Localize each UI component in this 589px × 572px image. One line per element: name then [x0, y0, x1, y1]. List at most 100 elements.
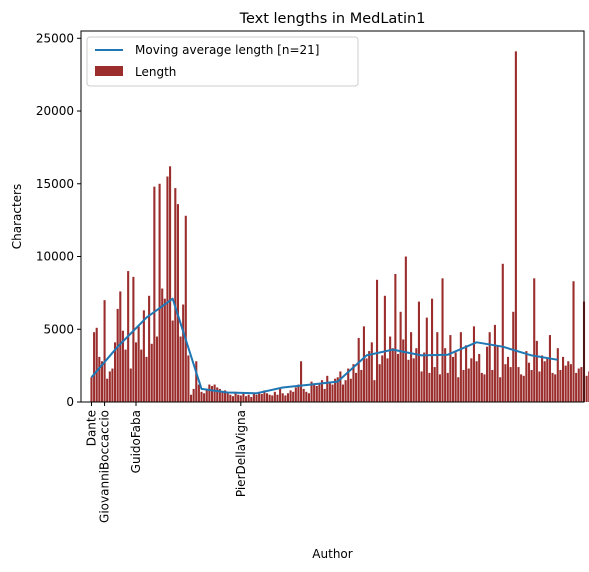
- bar: [326, 376, 328, 402]
- bar: [544, 361, 546, 402]
- y-tick-label: 0: [66, 395, 74, 409]
- bar: [507, 357, 509, 402]
- bar: [169, 166, 171, 402]
- bar: [525, 351, 527, 402]
- bar: [355, 373, 357, 402]
- bar: [402, 339, 404, 402]
- bar: [517, 367, 519, 402]
- bar: [449, 335, 451, 402]
- bar: [554, 374, 556, 402]
- bar: [151, 344, 153, 402]
- bar: [570, 364, 572, 402]
- bar: [397, 354, 399, 402]
- bar: [457, 377, 459, 402]
- bar: [481, 373, 483, 402]
- bar: [345, 380, 347, 402]
- bar: [559, 370, 561, 402]
- bar: [117, 309, 119, 402]
- y-tick-label: 10000: [36, 250, 74, 264]
- bar: [418, 302, 420, 402]
- bar: [111, 369, 113, 402]
- bar: [282, 393, 284, 402]
- bar: [318, 383, 320, 402]
- y-tick-label: 25000: [36, 31, 74, 45]
- bar: [324, 389, 326, 402]
- bar: [552, 373, 554, 402]
- bar: [308, 393, 310, 402]
- bar: [208, 385, 210, 402]
- bar: [486, 347, 488, 402]
- bar: [253, 393, 255, 402]
- bar: [538, 371, 540, 402]
- bar: [462, 370, 464, 402]
- bar: [143, 310, 145, 402]
- bar: [214, 385, 216, 402]
- bar: [531, 370, 533, 402]
- chart-title: Text lengths in MedLatin1: [239, 11, 426, 27]
- bar: [434, 367, 436, 402]
- bar: [248, 395, 250, 402]
- bar: [586, 376, 588, 402]
- bar: [185, 216, 187, 402]
- bar: [237, 395, 239, 402]
- bar: [232, 396, 234, 402]
- bar: [200, 392, 202, 402]
- bar: [413, 358, 415, 402]
- bar: [504, 364, 506, 402]
- bar: [313, 385, 315, 402]
- bar: [98, 357, 100, 402]
- bar: [290, 390, 292, 402]
- bar: [376, 280, 378, 402]
- bar: [578, 369, 580, 402]
- bar: [363, 326, 365, 402]
- bar: [483, 374, 485, 402]
- bar: [279, 389, 281, 402]
- bar: [533, 278, 535, 402]
- x-axis-title: Author: [312, 547, 352, 561]
- bar: [174, 188, 176, 402]
- bar: [549, 335, 551, 402]
- bar: [439, 374, 441, 402]
- bar: [172, 321, 174, 402]
- bar: [431, 299, 433, 402]
- bar: [295, 387, 297, 402]
- bar: [305, 392, 307, 402]
- bar: [350, 379, 352, 402]
- bar: [153, 187, 155, 402]
- bar: [250, 397, 252, 402]
- y-tick-label: 15000: [36, 177, 74, 191]
- bar: [536, 341, 538, 402]
- bar: [502, 264, 504, 402]
- bar: [447, 373, 449, 402]
- bar: [394, 274, 396, 402]
- bar: [182, 305, 184, 402]
- bar: [159, 184, 161, 402]
- x-tick-label: Dante: [84, 410, 98, 446]
- bar: [216, 387, 218, 402]
- bar: [499, 377, 501, 402]
- bar: [368, 351, 370, 402]
- x-tick-label: GiovanniBoccaccio: [98, 410, 112, 523]
- bar: [242, 393, 244, 402]
- bar: [104, 300, 106, 402]
- bar: [145, 357, 147, 402]
- bar: [180, 337, 182, 402]
- bar: [124, 350, 126, 402]
- bar: [156, 337, 158, 402]
- bar: [177, 204, 179, 402]
- legend-bar-swatch: [95, 66, 123, 76]
- legend-bar-label: Length: [135, 65, 176, 79]
- x-tick-label: GuidoFaba: [129, 410, 143, 473]
- bar: [198, 385, 200, 402]
- bar: [520, 374, 522, 402]
- bar: [455, 353, 457, 402]
- bar: [329, 382, 331, 402]
- bar: [392, 348, 394, 402]
- bar: [496, 345, 498, 402]
- bar: [465, 345, 467, 402]
- bar: [255, 395, 257, 402]
- bar: [132, 277, 134, 402]
- bar: [541, 355, 543, 402]
- bar: [140, 350, 142, 402]
